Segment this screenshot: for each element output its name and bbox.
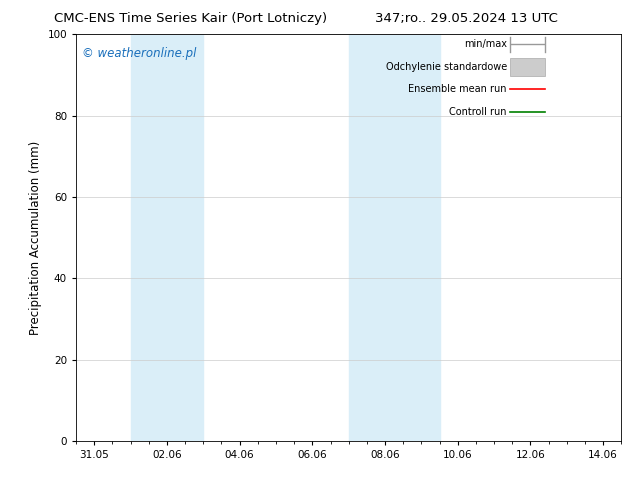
Text: Controll run: Controll run — [450, 106, 507, 117]
Text: © weatheronline.pl: © weatheronline.pl — [82, 47, 196, 59]
Bar — [349, 34, 439, 441]
FancyBboxPatch shape — [510, 58, 545, 76]
Text: CMC-ENS Time Series Kair (Port Lotniczy): CMC-ENS Time Series Kair (Port Lotniczy) — [54, 12, 327, 25]
Bar — [131, 34, 204, 441]
Y-axis label: Precipitation Accumulation (mm): Precipitation Accumulation (mm) — [29, 141, 42, 335]
Text: Odchylenie standardowe: Odchylenie standardowe — [385, 62, 507, 72]
Text: Ensemble mean run: Ensemble mean run — [408, 84, 507, 94]
Text: 347;ro.. 29.05.2024 13 UTC: 347;ro.. 29.05.2024 13 UTC — [375, 12, 557, 25]
Text: min/max: min/max — [464, 40, 507, 49]
